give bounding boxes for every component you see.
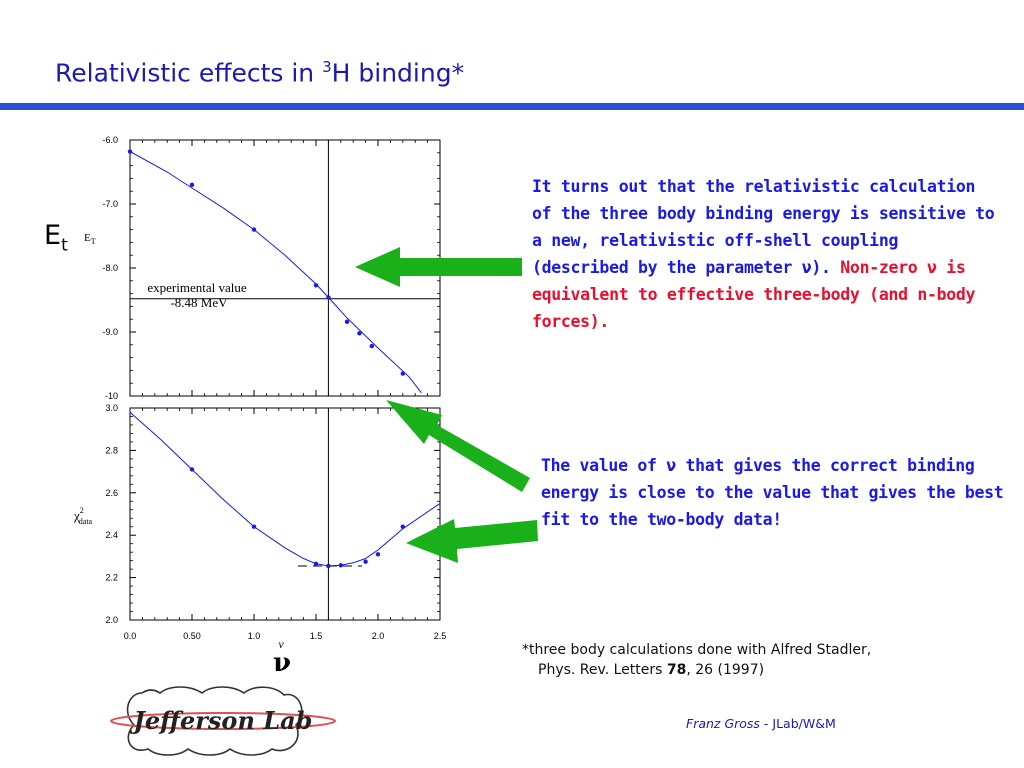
data-point (400, 371, 405, 376)
experimental-value-number: -8.48 MeV (170, 295, 228, 310)
nu-axis-label: ν (273, 648, 292, 678)
y-tick-label: -10 (105, 391, 118, 401)
x-tick-label: 1.0 (248, 631, 261, 641)
data-point (400, 524, 405, 529)
arrow-to-energy-chart (355, 247, 522, 287)
y-tick-label: 3.0 (105, 403, 118, 413)
data-point (189, 182, 195, 187)
data-point (375, 552, 381, 557)
data-point (369, 343, 374, 349)
data-point (127, 149, 133, 154)
x-tick-label: 2.0 (372, 631, 385, 641)
charts-svg: -6.0 -7.0 -8.0 -9.0 -10 experimental value -… (73, 135, 538, 651)
chart2-ylabel-main: χ (73, 508, 80, 523)
et-axis-label: Et (44, 220, 68, 255)
footnote-journal: Phys. Rev. Letters (538, 662, 667, 678)
data-point (189, 467, 195, 472)
chart2-y-tick-labels: 2.0 2.2 2.4 2.6 2.8 3.0 (105, 403, 118, 625)
data-point (338, 563, 343, 568)
chart2-frame (129, 407, 441, 621)
chart1-points (127, 149, 405, 376)
data-point (363, 559, 368, 564)
x-tick-label: 0.0 (124, 631, 137, 641)
data-point (357, 331, 362, 336)
y-tick-label: -8.0 (102, 263, 118, 273)
chart2-ylabel-sub: data (79, 517, 93, 526)
data-point (326, 295, 331, 300)
explanation-red-text: Non-zero ν is equivalent to effective th… (532, 258, 976, 331)
page-title: Relativistic effects in 3H binding* (55, 58, 464, 87)
footnote: *three body calculations done with Alfre… (522, 640, 871, 680)
chi-squared-chart: 2.0 2.2 2.4 2.6 2.8 3.0 0.0 0.50 1.0 1.5 2.0 2.5 χ… (73, 403, 446, 651)
footnote-pages: , 26 (1997) (686, 662, 765, 678)
chart1-ylabel-sub: T (91, 237, 96, 246)
conclusion-paragraph: The value of ν that gives the correct bi… (541, 456, 1004, 529)
chart1-curve (129, 151, 422, 394)
arrow-to-chart-junction (386, 400, 530, 492)
footnote-volume: 78 (666, 662, 687, 678)
y-tick-label: 2.8 (105, 445, 118, 455)
logo-red-orbit (110, 712, 336, 730)
arrow-to-chi-curve (406, 519, 538, 563)
binding-energy-chart: -6.0 -7.0 -8.0 -9.0 -10 experimental value -… (84, 135, 441, 401)
chart1-ylabel-main: E (84, 232, 91, 244)
author-credit: Franz Gross - JLab/W&M (686, 716, 836, 731)
chart2-points (189, 467, 405, 569)
chart1-y-tick-labels: -6.0 -7.0 -8.0 -9.0 -10 (102, 135, 118, 401)
title-text-end: H binding* (331, 58, 465, 88)
y-tick-label: -7.0 (102, 199, 118, 209)
arrows (355, 247, 538, 563)
data-point (326, 563, 331, 569)
data-point (313, 561, 319, 567)
x-tick-label: 0.50 (183, 631, 201, 641)
footnote-line2: Phys. Rev. Letters 78, 26 (1997) (522, 660, 871, 680)
y-tick-label: -9.0 (102, 327, 118, 337)
y-tick-label: 2.4 (105, 530, 118, 540)
data-point (313, 283, 319, 288)
logo-outline (126, 686, 303, 756)
author-affiliation: - JLab/W&M (759, 716, 836, 731)
y-tick-label: 2.2 (105, 573, 118, 583)
chart1-ticks (129, 139, 441, 397)
chart2-x-tick-labels: 0.0 0.50 1.0 1.5 2.0 2.5 (124, 631, 447, 641)
data-point (344, 319, 350, 324)
data-point (251, 227, 257, 232)
explanation-blue-text: It turns out that the relativistic calcu… (532, 177, 995, 277)
x-tick-label: 2.5 (434, 631, 447, 641)
y-tick-label: 2.0 (105, 615, 118, 625)
y-tick-label: -6.0 (102, 135, 118, 145)
jefferson-lab-logo: Jefferson Lab (110, 686, 336, 756)
chart2-ylabel-sup: 2 (80, 506, 84, 515)
chart2-xlabel: ν (278, 637, 284, 651)
chart2-ticks (129, 407, 441, 621)
title-text: Relativistic effects in (55, 58, 323, 88)
chart2-curve (129, 411, 441, 567)
footnote-line1: *three body calculations done with Alfre… (522, 642, 872, 658)
et-label-sub: t (61, 235, 68, 256)
experimental-value-label: experimental value (147, 280, 246, 295)
x-tick-label: 1.5 (310, 631, 323, 641)
author-name: Franz Gross (686, 716, 760, 731)
chart2-ylabel: χ2 data (73, 506, 93, 526)
title-superscript: 3 (322, 58, 332, 76)
explanation-paragraph: It turns out that the relativistic calcu… (532, 173, 1002, 335)
logo-text: Jefferson Lab (130, 706, 313, 735)
chart1-ylabel: ET (84, 232, 96, 246)
title-rule (0, 103, 1024, 110)
data-point (251, 524, 257, 529)
et-label-main: E (44, 220, 62, 251)
y-tick-label: 2.6 (105, 488, 118, 498)
